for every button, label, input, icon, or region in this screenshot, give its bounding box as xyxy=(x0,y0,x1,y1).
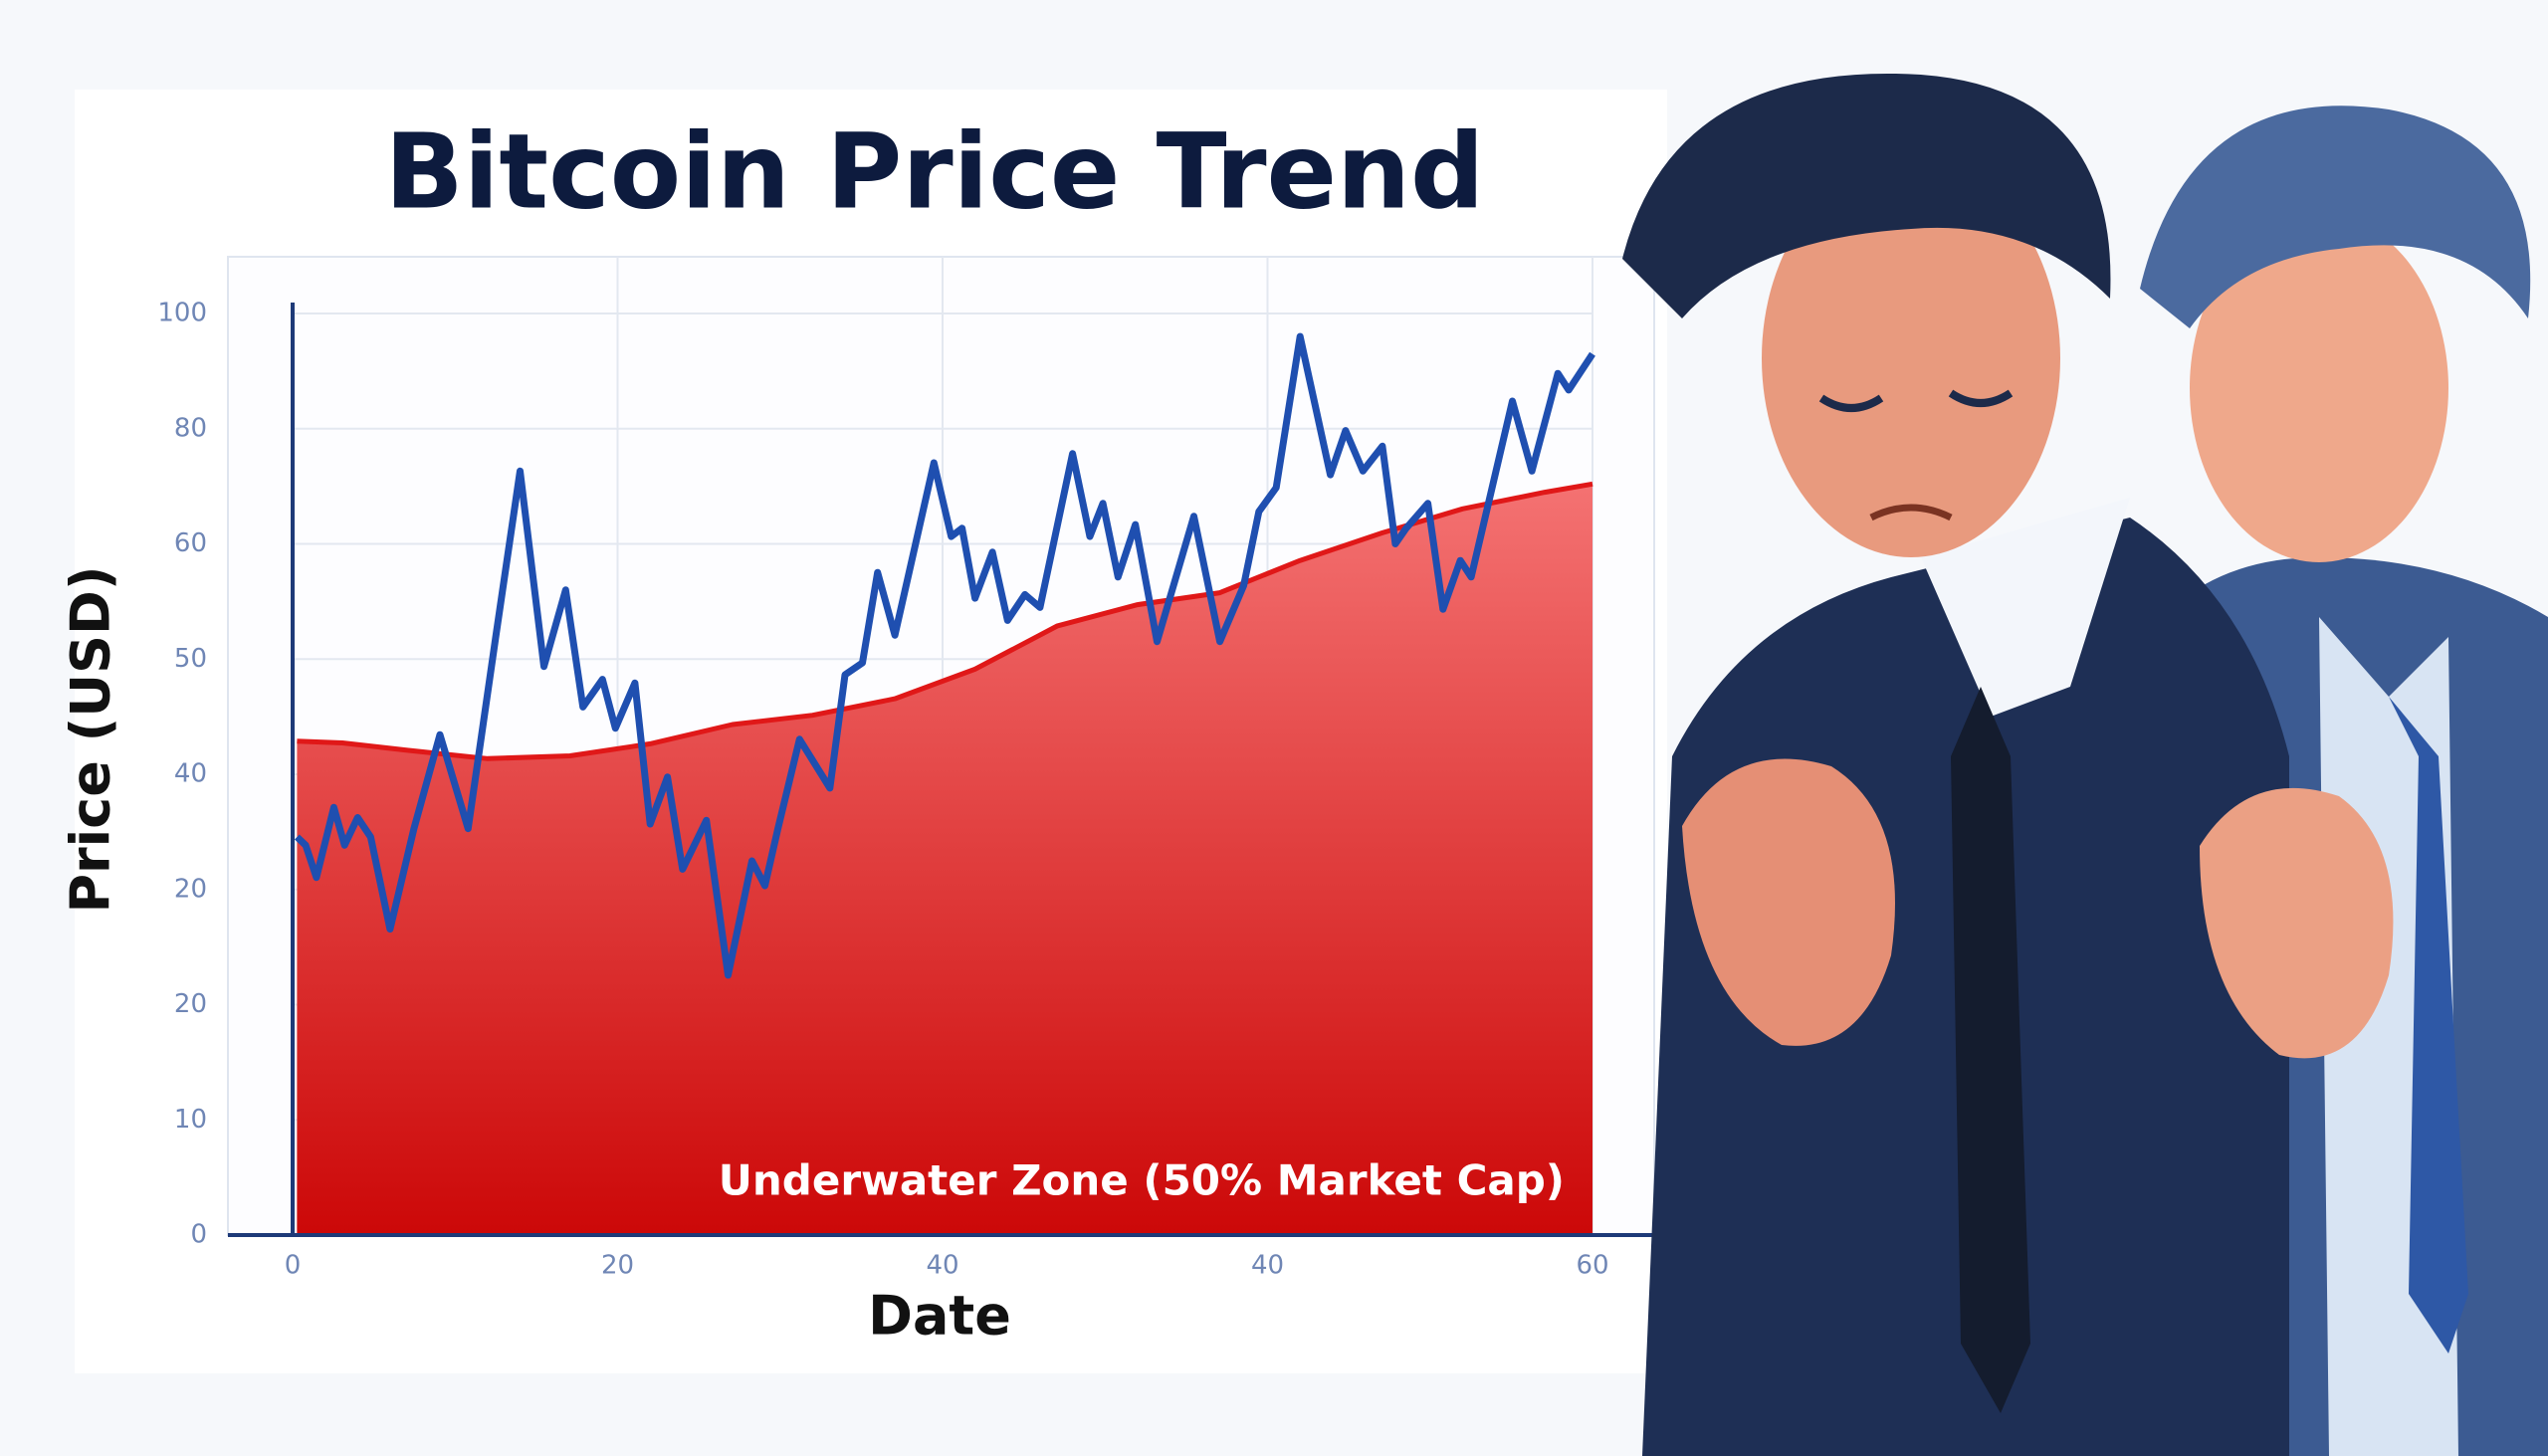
head-back xyxy=(2190,214,2448,562)
line xyxy=(294,332,1595,979)
y-tick-label: 80 xyxy=(174,413,207,443)
hands-back xyxy=(2200,787,2394,1059)
y-tick-label: 10 xyxy=(174,1105,207,1135)
plot: 0 10 20 20 40 50 60 80 100 0 20 40 40 60 Underwater Zo… xyxy=(157,257,1654,1281)
y-tick-label: 100 xyxy=(157,299,207,328)
x-tick-label: 60 xyxy=(1576,1251,1608,1281)
tie-front xyxy=(1951,687,2030,1413)
chart-title: Bitcoin Price Trend xyxy=(385,110,1485,232)
y-tick-label: 20 xyxy=(174,989,207,1019)
x-tick-label: 0 xyxy=(285,1251,302,1281)
mouth-front xyxy=(1869,504,1953,521)
tie-back xyxy=(2389,697,2468,1353)
annotation: Underwater Zone (50% Market Cap) xyxy=(719,1156,1565,1205)
head-front xyxy=(1762,159,2060,557)
shirt-front xyxy=(1921,498,2130,717)
y-tick-label: 40 xyxy=(174,759,207,789)
eyes-front xyxy=(1818,389,2014,412)
area xyxy=(297,484,1593,1235)
illustration xyxy=(1622,73,2548,1456)
y-tick-label: 0 xyxy=(190,1220,207,1250)
hair-back xyxy=(2140,105,2531,328)
hands-front xyxy=(1682,758,1895,1046)
y-tick-label: 50 xyxy=(174,644,207,674)
x-tick-label: 20 xyxy=(601,1251,634,1281)
x-tick-label: 40 xyxy=(1251,1251,1284,1281)
y-axis-label: Price (USD) xyxy=(60,565,122,913)
y-tick-label: 20 xyxy=(174,874,207,904)
x-axis-label: Date xyxy=(868,1285,1011,1348)
x-tick-label: 40 xyxy=(926,1251,958,1281)
y-tick-label: 60 xyxy=(174,528,207,558)
hair-front xyxy=(1622,73,2111,318)
